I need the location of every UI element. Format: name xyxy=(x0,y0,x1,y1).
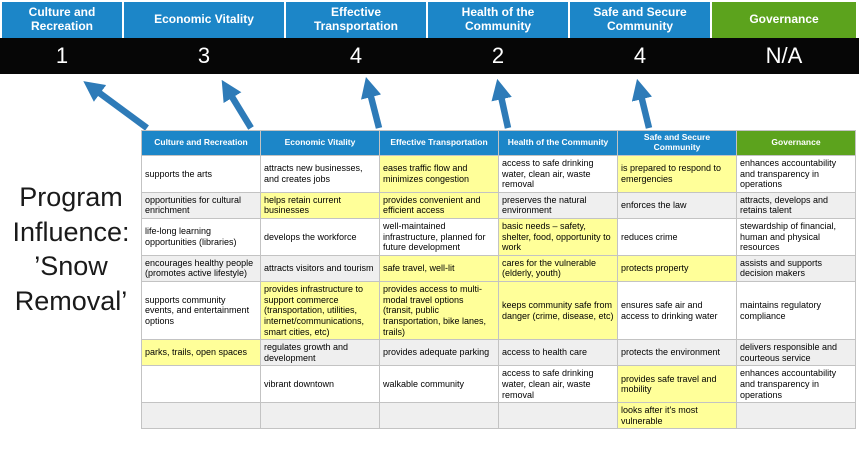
column-header: Economic Vitality xyxy=(260,130,380,156)
table-cell xyxy=(141,365,261,404)
table-cell xyxy=(736,402,856,430)
table-cell xyxy=(498,402,618,430)
program-title-line: Removal’ xyxy=(14,285,128,316)
table-cell: ensures safe air and access to drinking … xyxy=(617,281,737,341)
table-cell: access to safe drinking water, clean air… xyxy=(498,155,618,193)
score-safe-and-secure-community: 4 xyxy=(633,43,647,68)
table-cell: walkable community xyxy=(379,365,499,404)
table-cell: attracts new businesses, and creates job… xyxy=(260,155,380,193)
pillar-header-health-of-the-community: Health of the Community xyxy=(428,2,568,38)
score-effective-transportation: 4 xyxy=(349,43,363,68)
table-cell: enhances accountability and transparency… xyxy=(736,365,856,404)
table-cell: protects the environment xyxy=(617,339,737,367)
table-cell: provides safe travel and mobility xyxy=(617,365,737,404)
up-arrow-icon xyxy=(361,76,383,129)
table-cell: cares for the vulnerable (elderly, youth… xyxy=(498,254,618,283)
table-cell: attracts, develops and retains talent xyxy=(736,191,856,220)
table-cell: access to health care xyxy=(498,339,618,367)
score-governance: N/A xyxy=(765,43,803,68)
table-cell: life-long learning opportunities (librar… xyxy=(141,218,261,256)
pillar-label: Culture and Recreation xyxy=(28,5,96,33)
table-cell: provides adequate parking xyxy=(379,339,499,367)
table-cell: access to safe drinking water, clean air… xyxy=(498,365,618,404)
pillar-header-economic-vitality: Economic Vitality xyxy=(124,2,284,38)
table-cell: develops the workforce xyxy=(260,218,380,256)
table-cell: looks after it's most vulnerable xyxy=(617,402,737,430)
up-arrow-icon xyxy=(631,78,653,129)
table-cell: parks, trails, open spaces xyxy=(141,339,261,367)
table-cell: is prepared to respond to emergencies xyxy=(617,155,737,193)
table-row: supports community events, and entertain… xyxy=(141,281,856,341)
pillar-label: Economic Vitality xyxy=(154,12,254,27)
column-header: Governance xyxy=(736,130,856,156)
up-arrow-icon xyxy=(221,79,254,130)
program-title-line: ’Snow xyxy=(34,251,108,282)
table-cell: basic needs – safety, shelter, food, opp… xyxy=(498,218,618,256)
table-header-row: Culture and Recreation Economic Vitality… xyxy=(141,130,856,156)
table-cell: supports community events, and entertain… xyxy=(141,281,261,341)
column-header: Culture and Recreation xyxy=(141,130,261,156)
pillar-header-governance: Governance xyxy=(712,2,856,38)
table-cell: eases traffic flow and minimizes congest… xyxy=(379,155,499,193)
table-row: supports the arts attracts new businesse… xyxy=(141,155,856,193)
table-cell: safe travel, well-lit xyxy=(379,254,499,283)
program-title-line: Influence: xyxy=(12,216,130,247)
pillar-label: Effective Transportation xyxy=(313,5,398,33)
table-cell xyxy=(141,402,261,430)
pillar-label: Governance xyxy=(749,12,819,27)
arrows-layer xyxy=(83,76,653,131)
table-row: parks, trails, open spaces regulates gro… xyxy=(141,339,856,367)
table-cell: keeps community safe from danger (crime,… xyxy=(498,281,618,341)
table-cell: reduces crime xyxy=(617,218,737,256)
table-cell xyxy=(379,402,499,430)
table-cell: maintains regulatory compliance xyxy=(736,281,856,341)
up-arrow-icon xyxy=(491,78,512,129)
score-health-of-the-community: 2 xyxy=(491,43,505,68)
table-row: life-long learning opportunities (librar… xyxy=(141,218,856,256)
score-economic-vitality: 3 xyxy=(197,43,211,68)
pillar-header-safe-and-secure-community: Safe and Secure Community xyxy=(570,2,710,38)
table-cell: vibrant downtown xyxy=(260,365,380,404)
table-row: looks after it's most vulnerable xyxy=(141,402,856,430)
pillar-label: Health of the Community xyxy=(461,5,535,33)
table-cell: delivers responsible and courteous servi… xyxy=(736,339,856,367)
table-cell: regulates growth and development xyxy=(260,339,380,367)
table-cell: provides infrastructure to support comme… xyxy=(260,281,380,341)
table-cell xyxy=(260,402,380,430)
column-header: Safe and Secure Community xyxy=(617,130,737,156)
table-cell: assists and supports decision makers xyxy=(736,254,856,283)
influence-matrix-table: Culture and Recreation Economic Vitality… xyxy=(141,130,856,430)
program-title: Program Influence: ’Snow Removal’ xyxy=(0,180,142,318)
column-header: Effective Transportation xyxy=(379,130,499,156)
table-cell: stewardship of financial, human and phys… xyxy=(736,218,856,256)
table-cell: protects property xyxy=(617,254,737,283)
table-cell: encourages healthy people (promotes acti… xyxy=(141,254,261,283)
score-culture-and-recreation: 1 xyxy=(55,43,69,68)
up-arrow-icon xyxy=(83,81,149,131)
table-cell: helps retain current businesses xyxy=(260,191,380,220)
pillar-header-effective-transportation: Effective Transportation xyxy=(286,2,426,38)
table-row: vibrant downtown walkable community acce… xyxy=(141,365,856,404)
table-cell: supports the arts xyxy=(141,155,261,193)
score-bar: 1 3 4 2 4 N/A xyxy=(0,38,859,74)
table-cell: provides convenient and efficient access xyxy=(379,191,499,220)
table-cell: opportunities for cultural enrichment xyxy=(141,191,261,220)
pillar-band: Culture and Recreation Economic Vitality… xyxy=(0,2,859,38)
pillar-label: Safe and Secure Community xyxy=(593,5,687,33)
table-cell: enhances accountability and transparency… xyxy=(736,155,856,193)
table-cell: preserves the natural environment xyxy=(498,191,618,220)
pillar-header-culture-and-recreation: Culture and Recreation xyxy=(2,2,122,38)
program-title-line: Program xyxy=(19,182,123,212)
table-cell: attracts visitors and tourism xyxy=(260,254,380,283)
table-cell: provides access to multi-modal travel op… xyxy=(379,281,499,341)
table-row: encourages healthy people (promotes acti… xyxy=(141,254,856,283)
column-header: Health of the Community xyxy=(498,130,618,156)
table-row: opportunities for cultural enrichment he… xyxy=(141,191,856,220)
table-cell: enforces the law xyxy=(617,191,737,220)
table-cell: well-maintained infrastructure, planned … xyxy=(379,218,499,256)
